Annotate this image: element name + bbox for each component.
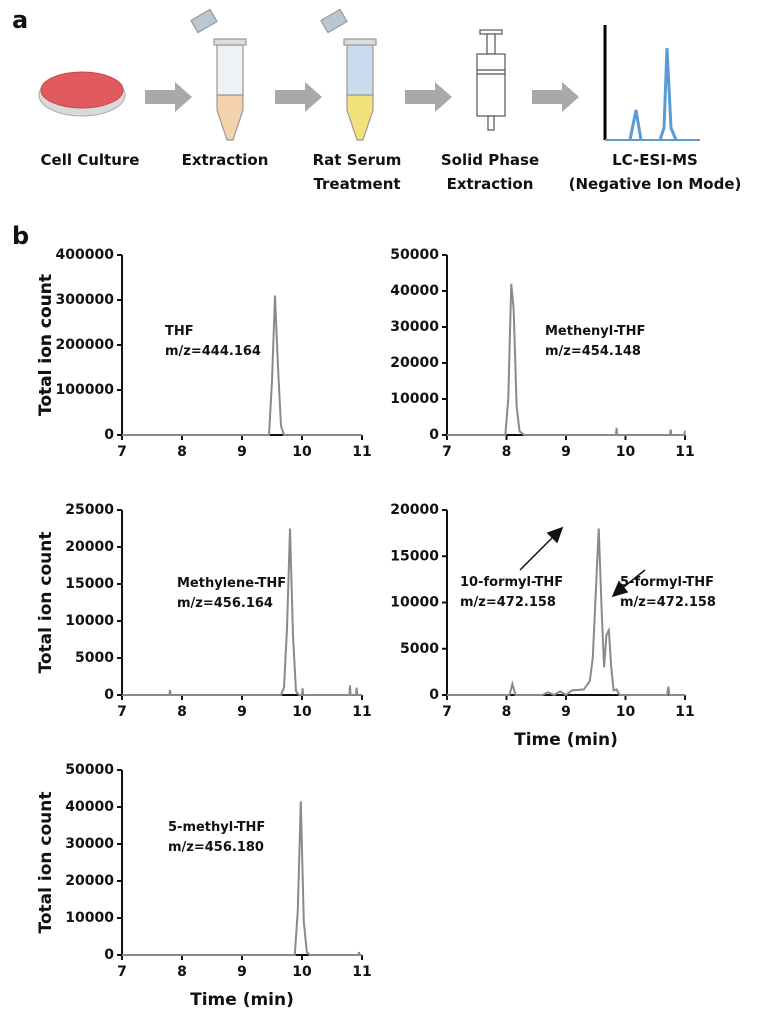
y-tick-label: 10000 [65, 613, 114, 629]
panel-label: b [12, 222, 30, 250]
x-axis-title: Time (min) [190, 990, 294, 1010]
y-tick-label: 25000 [65, 502, 114, 518]
y-tick-label: 400000 [56, 247, 115, 263]
tube-serum [320, 8, 377, 141]
x-tick-label: 7 [442, 704, 452, 720]
y-tick-label: 5000 [400, 641, 439, 657]
y-tick-label: 50000 [390, 247, 439, 263]
y-tick-label: 0 [104, 687, 114, 703]
step-label: Solid Phase Extraction [440, 151, 540, 193]
chromatogram-line [122, 528, 362, 696]
annotation: 5-formyl-THF m/z=472.158 [620, 575, 716, 610]
annotation: THF m/z=444.164 [165, 324, 261, 359]
x-tick-label: 8 [177, 704, 187, 720]
chromatogram-line [122, 295, 362, 436]
y-axis-title: Total ion count [36, 792, 56, 934]
chromatogram-line [447, 528, 685, 697]
y-tick-label: 20000 [390, 502, 439, 518]
x-tick-label: 10 [616, 704, 636, 720]
chromatogram-line [122, 801, 362, 956]
x-tick-label: 8 [502, 444, 512, 460]
petri-dish [38, 71, 126, 117]
y-axis-title: Total ion count [36, 532, 56, 674]
y-tick-label: 20000 [65, 873, 114, 889]
x-tick-label: 10 [292, 444, 312, 460]
y-tick-label: 0 [104, 427, 114, 443]
x-tick-label: 9 [237, 704, 247, 720]
x-tick-label: 11 [352, 964, 371, 980]
x-tick-label: 8 [502, 704, 512, 720]
panel-label: a [12, 6, 29, 34]
y-tick-label: 15000 [390, 548, 439, 564]
y-tick-label: 40000 [65, 799, 114, 815]
y-tick-label: 50000 [65, 762, 114, 778]
y-tick-label: 10000 [390, 595, 439, 611]
x-tick-label: 7 [117, 444, 127, 460]
chromatogram-line [447, 283, 686, 436]
x-tick-label: 10 [292, 704, 312, 720]
x-tick-label: 7 [117, 704, 127, 720]
x-tick-label: 11 [352, 704, 371, 720]
spe-cartridge [476, 29, 506, 131]
y-axis-title: Total ion count [36, 274, 56, 416]
x-tick-label: 10 [616, 444, 636, 460]
step-label: LC-ESI-MS (Negative Ion Mode) [568, 151, 742, 193]
y-tick-label: 15000 [65, 576, 114, 592]
x-tick-label: 9 [237, 964, 247, 980]
y-tick-label: 10000 [65, 910, 114, 926]
y-tick-label: 300000 [56, 292, 115, 308]
y-axis-title: Total ion count [36, 274, 56, 416]
annotation: Methylene-THF m/z=456.164 [177, 576, 287, 611]
tube-extraction [190, 8, 247, 141]
x-tick-label: 7 [117, 964, 127, 980]
annotation-arrows [519, 526, 646, 598]
x-tick-label: 11 [352, 444, 371, 460]
step-label: Rat Serum Treatment [312, 151, 402, 193]
y-tick-label: 0 [429, 687, 439, 703]
x-axis-title: Time (min) [514, 730, 618, 750]
x-tick-label: 7 [442, 444, 452, 460]
y-tick-label: 30000 [65, 836, 114, 852]
y-tick-label: 20000 [390, 355, 439, 371]
x-tick-label: 11 [675, 444, 694, 460]
y-tick-label: 30000 [390, 319, 439, 335]
x-tick-label: 8 [177, 444, 187, 460]
y-tick-label: 5000 [75, 650, 114, 666]
annotation: Methenyl-THF m/z=454.148 [545, 324, 646, 359]
x-tick-label: 9 [237, 444, 247, 460]
annotation: 5-methyl-THF m/z=456.180 [168, 820, 266, 855]
process-arrows [145, 82, 579, 112]
step-label: Cell Culture [40, 151, 140, 169]
y-tick-label: 0 [429, 427, 439, 443]
annotation: 10-formyl-THF m/z=472.158 [460, 575, 564, 610]
y-tick-label: 20000 [65, 539, 114, 555]
spectrum-icon [603, 25, 700, 141]
x-tick-label: 10 [292, 964, 312, 980]
y-tick-label: 100000 [56, 382, 115, 398]
y-tick-label: 40000 [390, 283, 439, 299]
y-tick-label: 200000 [56, 337, 115, 353]
x-tick-label: 9 [561, 704, 571, 720]
step-label: Extraction [181, 151, 269, 169]
y-tick-label: 10000 [390, 391, 439, 407]
x-tick-label: 11 [675, 704, 694, 720]
x-tick-label: 8 [177, 964, 187, 980]
x-tick-label: 9 [561, 444, 571, 460]
y-tick-label: 0 [104, 947, 114, 963]
